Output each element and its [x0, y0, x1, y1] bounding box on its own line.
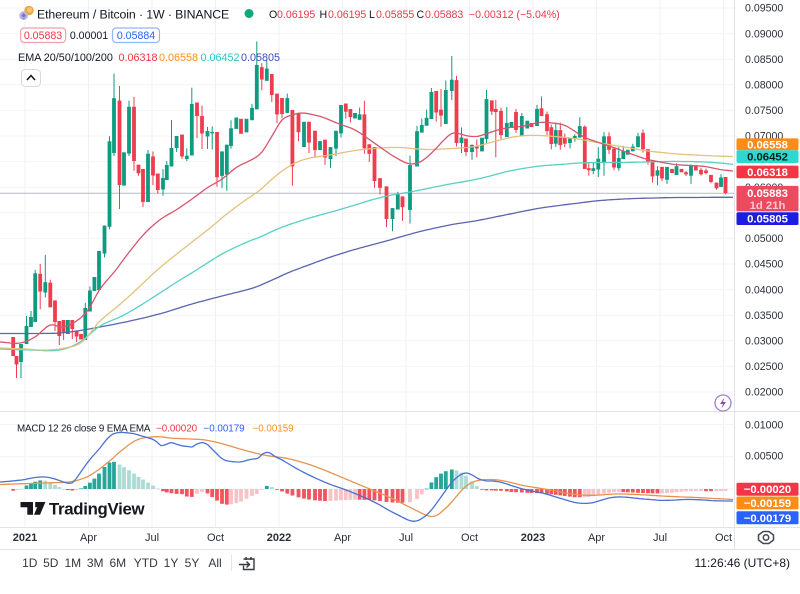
- svg-text:−0.00312 (−5.04%): −0.00312 (−5.04%): [469, 9, 560, 21]
- svg-text:1d 21h: 1d 21h: [750, 200, 786, 212]
- svg-text:0.06452: 0.06452: [747, 152, 788, 164]
- svg-text:C: C: [417, 9, 425, 21]
- svg-text:1Y: 1Y: [164, 556, 179, 570]
- svg-text:0.09500: 0.09500: [745, 3, 783, 15]
- svg-text:0.09000: 0.09000: [745, 28, 783, 40]
- svg-text:Jul: Jul: [653, 532, 667, 544]
- svg-text:0.02500: 0.02500: [745, 361, 783, 373]
- svg-text:−0.00179: −0.00179: [204, 424, 245, 435]
- svg-text:11:26:46 (UTC+8): 11:26:46 (UTC+8): [695, 556, 791, 570]
- svg-text:0.00500: 0.00500: [745, 450, 783, 462]
- svg-text:0.03000: 0.03000: [745, 336, 783, 348]
- svg-text:0.06558: 0.06558: [747, 139, 788, 151]
- svg-text:0.05883: 0.05883: [24, 30, 62, 42]
- svg-text:0.05855: 0.05855: [376, 9, 414, 21]
- svg-text:YTD: YTD: [134, 556, 158, 570]
- svg-text:0.06195: 0.06195: [328, 9, 366, 21]
- svg-text:MACD 12 26 close 9 EMA EMA: MACD 12 26 close 9 EMA EMA: [17, 424, 151, 435]
- svg-text:0.06318: 0.06318: [747, 167, 788, 179]
- svg-text:3M: 3M: [87, 556, 104, 570]
- svg-text:Apr: Apr: [334, 532, 351, 544]
- svg-text:0.08000: 0.08000: [745, 80, 783, 92]
- svg-text:L: L: [369, 9, 375, 21]
- svg-text:0.05000: 0.05000: [745, 233, 783, 245]
- svg-text:−0.00159: −0.00159: [253, 424, 294, 435]
- svg-text:0.06195: 0.06195: [277, 9, 315, 21]
- svg-text:−0.00159: −0.00159: [744, 498, 791, 510]
- svg-text:Jul: Jul: [145, 532, 159, 544]
- svg-text:5D: 5D: [43, 556, 59, 570]
- svg-text:2023: 2023: [521, 532, 545, 544]
- svg-text:0.05805: 0.05805: [241, 52, 280, 64]
- svg-text:O: O: [269, 9, 277, 21]
- svg-text:0.05883: 0.05883: [747, 188, 788, 200]
- svg-text:−0.00020: −0.00020: [156, 424, 198, 435]
- svg-text:0.06452: 0.06452: [201, 52, 240, 64]
- svg-text:0.05883: 0.05883: [425, 9, 463, 21]
- svg-text:0.01000: 0.01000: [745, 419, 783, 431]
- svg-text:2021: 2021: [13, 532, 37, 544]
- svg-text:1D: 1D: [22, 556, 38, 570]
- svg-text:2022: 2022: [267, 532, 291, 544]
- svg-text:6M: 6M: [109, 556, 126, 570]
- svg-text:Oct: Oct: [715, 532, 732, 544]
- svg-text:−0.00020: −0.00020: [744, 484, 791, 496]
- svg-text:1M: 1M: [64, 556, 81, 570]
- svg-text:0.04500: 0.04500: [745, 259, 783, 271]
- svg-text:H: H: [320, 9, 328, 21]
- svg-text:0.02000: 0.02000: [745, 387, 783, 399]
- svg-text:TradingView: TradingView: [49, 500, 145, 519]
- svg-text:All: All: [208, 556, 221, 570]
- svg-text:0.05805: 0.05805: [747, 214, 788, 226]
- svg-text:−0.00179: −0.00179: [744, 513, 791, 525]
- svg-text:0.08500: 0.08500: [745, 54, 783, 66]
- svg-text:0.06558: 0.06558: [159, 52, 198, 64]
- svg-text:Ethereum / Bitcoin · 1W · BINA: Ethereum / Bitcoin · 1W · BINANCE: [37, 8, 229, 22]
- svg-text:EMA 20/50/100/200: EMA 20/50/100/200: [18, 52, 113, 64]
- svg-text:0.06318: 0.06318: [119, 52, 158, 64]
- svg-text:Jul: Jul: [399, 532, 413, 544]
- svg-text:0.03500: 0.03500: [745, 310, 783, 322]
- svg-text:0.00001: 0.00001: [70, 30, 108, 42]
- svg-text:0.05884: 0.05884: [117, 30, 155, 42]
- svg-text:Apr: Apr: [80, 532, 97, 544]
- svg-text:0.07500: 0.07500: [745, 105, 783, 117]
- svg-text:5Y: 5Y: [185, 556, 200, 570]
- svg-text:0.04000: 0.04000: [745, 284, 783, 296]
- svg-text:Apr: Apr: [588, 532, 605, 544]
- svg-text:Oct: Oct: [207, 532, 224, 544]
- svg-text:Oct: Oct: [461, 532, 478, 544]
